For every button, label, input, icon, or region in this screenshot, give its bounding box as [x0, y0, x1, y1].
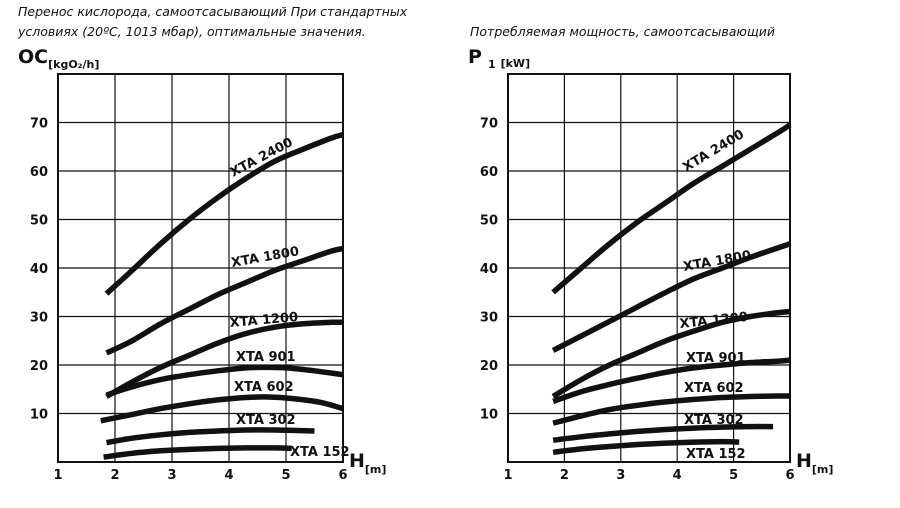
oc-xtick-label-2: 2 [110, 468, 119, 483]
p1-xtick-label-6: 6 [785, 468, 794, 483]
p1-series-label-xta-1200: XTA 1200 [679, 310, 749, 332]
p1-series-line-xta-2400 [551, 122, 792, 295]
p1-series-label-xta-302: XTA 302 [684, 413, 744, 428]
p1-series-label-xta-152: XTA 152 [686, 447, 746, 462]
p1-series-line-xta-1800 [551, 241, 791, 353]
oc-ytick-label-60: 60 [30, 165, 48, 180]
oc-xaxis-label: H[m] [349, 450, 386, 476]
oc-xtick-label-6: 6 [338, 468, 347, 483]
p1-series-line-xta-602 [552, 393, 790, 426]
oc-xtick-label-3: 3 [167, 468, 176, 483]
oc-series-line-xta-302 [106, 427, 315, 446]
oc-xtick-label-4: 4 [224, 468, 233, 483]
p1-ytick-label-50: 50 [480, 214, 498, 229]
oc-ytick-label-70: 70 [30, 117, 48, 132]
caption-oxygen-transfer: Перенос кислорода, самоотсасывающий При … [18, 4, 408, 39]
p1-xtick-label-1: 1 [503, 468, 512, 483]
p1-series-line-xta-302 [552, 423, 774, 443]
p1-xaxis-label: H[m] [796, 450, 833, 476]
p1-series-line-xta-901 [552, 357, 791, 405]
p1-yaxis-label: P 1 [kW] [468, 46, 530, 71]
oc-xtick-label-1: 1 [53, 468, 62, 483]
p1-plot-frame [507, 73, 791, 463]
oc-series-line-xta-2400 [104, 131, 344, 296]
oc-ytick-label-40: 40 [30, 262, 48, 277]
oc-ytick-label-10: 10 [30, 408, 48, 423]
oc-series-label-xta-152: XTA 152 [290, 445, 350, 460]
p1-ytick-label-10: 10 [480, 408, 498, 423]
p1-series-line-xta-152 [552, 438, 740, 456]
p1-ytick-label-20: 20 [480, 359, 498, 374]
caption-power-consumption: Потребляемая мощность, самоотсасывающий [470, 24, 775, 39]
oc-yaxis-label: OC[kgO₂/h] [18, 46, 99, 71]
p1-xtick-label-4: 4 [673, 468, 682, 483]
p1-ytick-label-60: 60 [480, 165, 498, 180]
oc-series-line-xta-152 [103, 445, 292, 460]
oc-series-label-xta-302: XTA 302 [236, 413, 296, 428]
p1-series-line-xta-1200 [551, 308, 791, 399]
p1-ytick-label-70: 70 [480, 117, 498, 132]
oc-series-line-xta-602 [100, 394, 344, 424]
oc-series-line-xta-1800 [105, 245, 344, 356]
oc-plot-frame [57, 73, 344, 463]
oc-series-label-xta-1200: XTA 1200 [229, 310, 299, 331]
oc-series-line-xta-1200 [105, 319, 344, 399]
oc-series-label-xta-901: XTA 901 [236, 350, 296, 365]
p1-xtick-label-2: 2 [560, 468, 569, 483]
p1-series-label-xta-901: XTA 901 [686, 351, 746, 366]
p1-ytick-label-40: 40 [480, 262, 498, 277]
p1-series-label-xta-602: XTA 602 [684, 381, 744, 396]
oc-series-label-xta-602: XTA 602 [234, 380, 294, 395]
oc-series-line-xta-901 [105, 364, 344, 398]
p1-ytick-label-30: 30 [480, 311, 498, 326]
p1-xtick-label-5: 5 [729, 468, 738, 483]
p1-xtick-label-3: 3 [616, 468, 625, 483]
oc-ytick-label-50: 50 [30, 214, 48, 229]
oc-xtick-label-5: 5 [281, 468, 290, 483]
oc-ytick-label-30: 30 [30, 311, 48, 326]
oc-ytick-label-20: 20 [30, 359, 48, 374]
